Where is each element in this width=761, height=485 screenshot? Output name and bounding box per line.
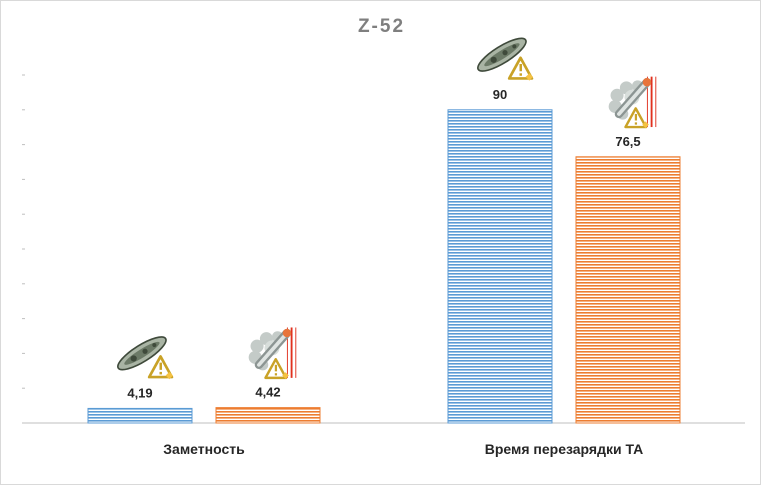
- data-label: 90: [493, 87, 507, 102]
- bar: [215, 407, 321, 424]
- torpedo-reload-module-icon: [473, 31, 535, 82]
- y-axis-tick-marks: [22, 74, 25, 424]
- x-tick-label: Время перезарядки ТА: [485, 441, 644, 457]
- torpedo-reload-module-icon: [113, 330, 175, 381]
- data-label: 4,42: [255, 385, 280, 400]
- bar: [87, 407, 193, 424]
- data-label: 4,19: [127, 385, 152, 400]
- data-label: 76,5: [615, 134, 640, 149]
- bar: [575, 156, 681, 424]
- chart-title: Z-52: [357, 16, 406, 37]
- torpedo-launcher-modification-icon: [249, 327, 297, 378]
- torpedo-launcher-modification-icon: [609, 77, 657, 128]
- bar: [447, 109, 553, 424]
- x-tick-label: Заметность: [163, 441, 245, 457]
